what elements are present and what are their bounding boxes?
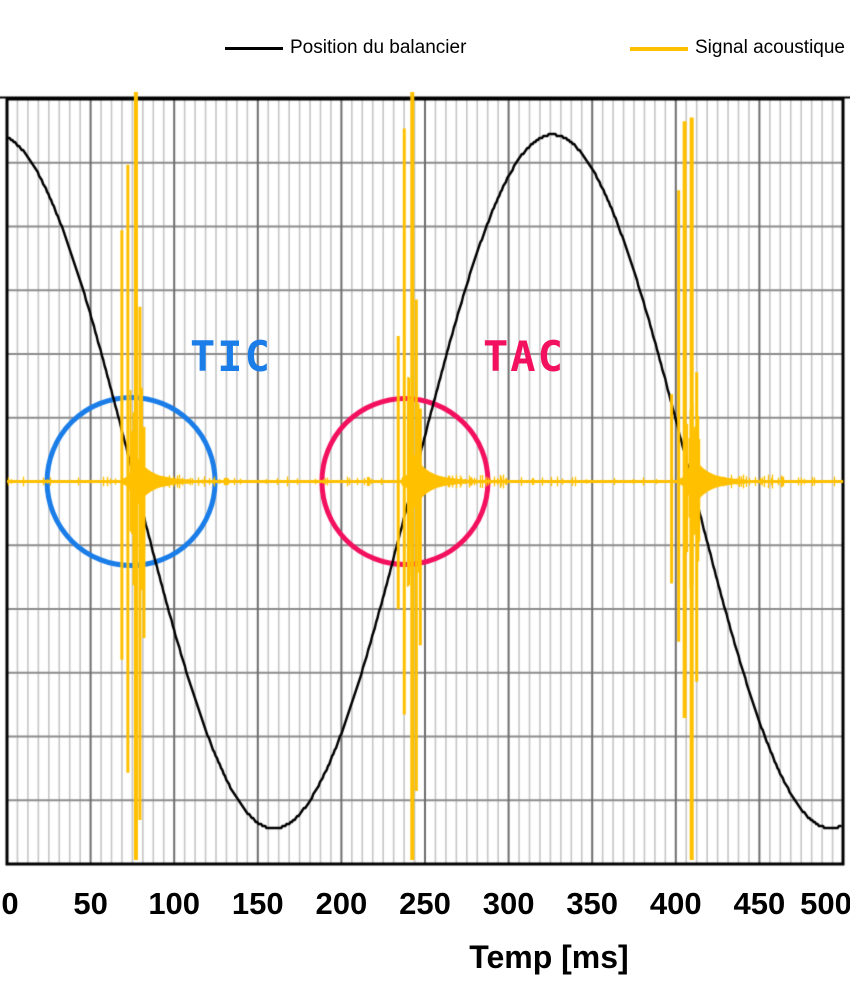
x-tick-label: 500 [800, 886, 850, 921]
tic-annotation-label: TIC [190, 332, 272, 381]
x-tick-label: 150 [231, 886, 284, 921]
x-tick-label: 350 [566, 886, 619, 921]
x-tick-label: 300 [482, 886, 535, 921]
x-tick-label: 100 [148, 886, 201, 921]
acoustic-signal-legend-line [630, 47, 688, 51]
x-tick-label: 250 [399, 886, 451, 921]
x-axis-title: Temp [ms] [469, 939, 629, 975]
x-tick-label: 50 [73, 886, 108, 921]
legend-label-position-balancier: Position du balancier [290, 37, 467, 58]
x-tick-label: 0 [1, 886, 19, 921]
x-tick-label: 200 [315, 886, 368, 921]
x-tick-label: 400 [649, 886, 702, 921]
legend-label-signal-acoustique: Signal acoustique [695, 37, 845, 58]
balance-curve-legend-line [225, 47, 283, 50]
tac-annotation-label: TAC [483, 332, 565, 381]
x-tick-label: 450 [733, 886, 786, 921]
